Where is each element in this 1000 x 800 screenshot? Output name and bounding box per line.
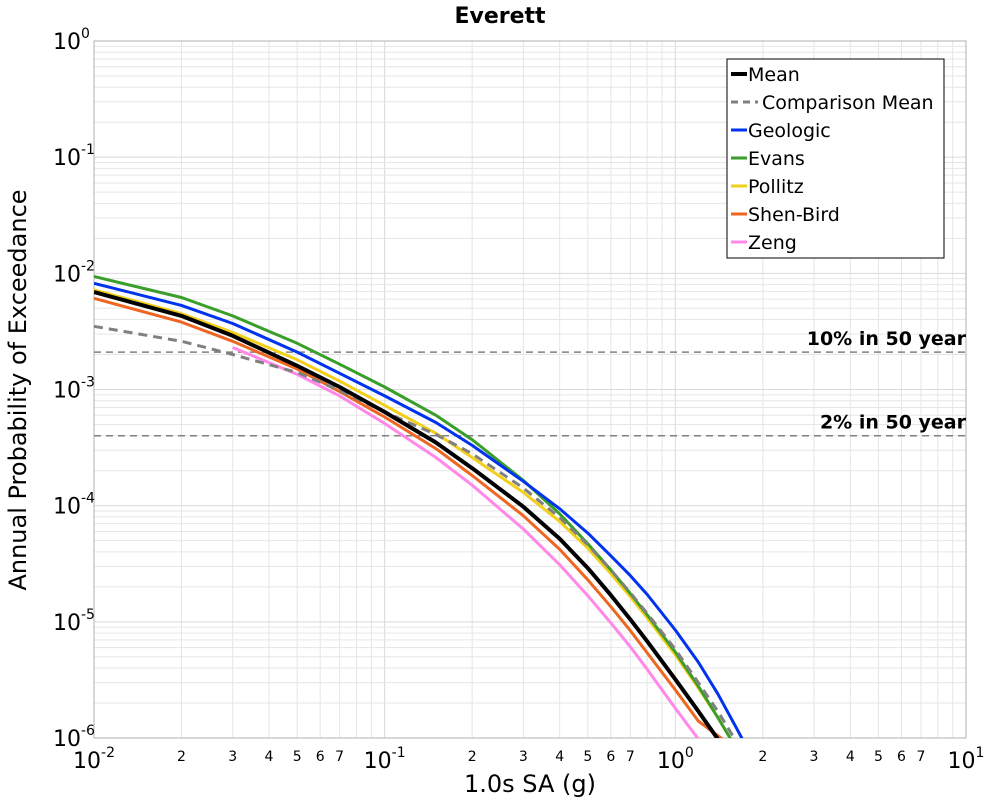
x-minor-tick-label: 3 — [519, 749, 528, 765]
y-axis-ticks: 100 10-1 10-2 10-3 10-4 10-5 10-6 — [53, 26, 95, 752]
legend-box — [726, 58, 945, 259]
series-line-pollitz — [94, 288, 732, 738]
y-tick-label: 10-6 — [53, 723, 95, 752]
x-minor-tick-label: 5 — [293, 749, 302, 765]
y-tick-label: 100 — [53, 26, 90, 55]
plot-area-frame — [93, 40, 967, 739]
reference-line-label: 2% in 50 year — [820, 412, 967, 434]
x-tick-label: 10-1 — [364, 745, 406, 774]
x-minor-tick-label: 5 — [583, 749, 592, 765]
y-tick-label: 10-4 — [53, 491, 95, 520]
y-tick-label: 10-5 — [53, 607, 95, 636]
series-line-mean — [94, 290, 720, 738]
x-minor-tick-label: 6 — [316, 749, 325, 765]
x-minor-tick-label: 4 — [265, 749, 274, 765]
series-line-shen-bird — [94, 296, 724, 738]
series-line-comparison-mean — [94, 324, 736, 738]
x-minor-tick-label: 7 — [917, 749, 926, 765]
x-tick-label: 101 — [948, 745, 985, 774]
x-minor-tick-label: 6 — [897, 749, 906, 765]
legend-label: Mean — [748, 64, 800, 86]
legend: Mean Comparison Mean Geologic Evans Pollitz S… — [726, 58, 945, 259]
series-lines — [94, 275, 744, 738]
x-minor-tick-label: 5 — [874, 749, 883, 765]
chart-title: Everett — [454, 4, 546, 29]
x-minor-tick-label: 2 — [758, 749, 767, 765]
series-line-zeng — [232, 346, 700, 738]
series-line-evans — [94, 275, 732, 738]
legend-label: Pollitz — [748, 176, 804, 198]
legend-label: Evans — [748, 148, 805, 170]
series-line-geologic — [94, 281, 744, 738]
legend-label: Geologic — [748, 120, 831, 142]
x-tick-label: 10-2 — [73, 745, 115, 774]
legend-label: Comparison Mean — [762, 92, 934, 114]
y-tick-label: 10-3 — [53, 375, 95, 404]
x-minor-tick-label: 4 — [846, 749, 855, 765]
x-minor-tick-label: 7 — [335, 749, 344, 765]
x-minor-tick-label: 6 — [606, 749, 615, 765]
reference-line-label: 10% in 50 year — [807, 328, 967, 350]
x-minor-tick-label: 7 — [626, 749, 635, 765]
x-minor-tick-label: 4 — [555, 749, 564, 765]
x-minor-tick-label: 2 — [468, 749, 477, 765]
legend-label: Zeng — [748, 232, 797, 254]
x-minor-tick-label: 3 — [228, 749, 237, 765]
y-axis-label: Annual Probability of Exceedance — [4, 189, 32, 590]
legend-label: Shen-Bird — [748, 204, 840, 226]
reference-lines: 10% in 50 year 2% in 50 year — [94, 328, 967, 437]
y-tick-label: 10-1 — [53, 142, 95, 171]
x-minor-tick-label: 2 — [177, 749, 186, 765]
x-axis-label: 1.0s SA (g) — [464, 770, 596, 798]
x-tick-label: 100 — [657, 745, 694, 774]
x-minor-tick-label: 3 — [810, 749, 819, 765]
y-tick-label: 10-2 — [53, 258, 95, 287]
